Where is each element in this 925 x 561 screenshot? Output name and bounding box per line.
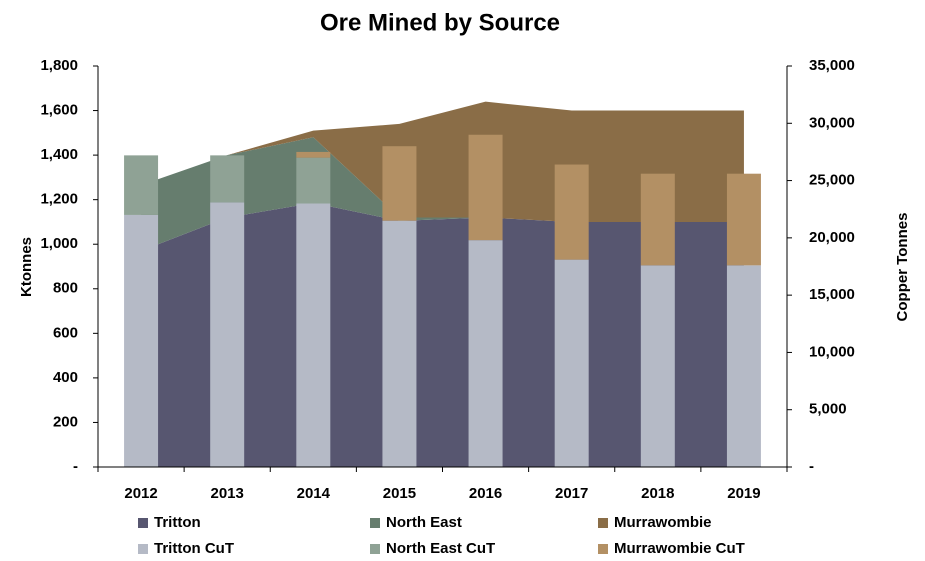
legend-swatch: [370, 544, 380, 554]
bar: [468, 134, 503, 241]
y-tick-label: 600: [53, 324, 78, 341]
y2-tick-label: 5,000: [809, 401, 847, 418]
legend-label: North East: [386, 514, 462, 531]
bar: [468, 240, 503, 467]
y2-tick-label: -: [809, 458, 814, 475]
legend-label: Murrawombie: [614, 514, 712, 531]
bar: [296, 157, 331, 204]
y2-tick-label: 30,000: [809, 114, 855, 131]
legend-swatch: [370, 518, 380, 528]
legend-label: North East CuT: [386, 540, 495, 557]
x-tick-label: 2012: [124, 485, 157, 502]
x-tick-label: 2019: [727, 485, 760, 502]
area: [141, 203, 744, 467]
y-tick-label: 800: [53, 280, 78, 297]
y-tick-label: 200: [53, 413, 78, 430]
legend-label: Tritton CuT: [154, 540, 234, 557]
y2-tick-label: 10,000: [809, 343, 855, 360]
bar: [124, 155, 159, 215]
y2-axis-label: Copper Tonnes: [894, 213, 911, 322]
y-tick-label: 1,600: [40, 102, 78, 119]
x-tick-label: 2013: [211, 485, 244, 502]
y-axis-label: Ktonnes: [18, 237, 35, 297]
x-tick-label: 2018: [641, 485, 674, 502]
legend-swatch: [138, 544, 148, 554]
bar: [210, 155, 245, 203]
bar: [640, 173, 675, 266]
y-tick-label: 1,000: [40, 235, 78, 252]
y2-tick-label: 15,000: [809, 286, 855, 303]
y-tick-label: 1,800: [40, 57, 78, 74]
x-tick-label: 2016: [469, 485, 502, 502]
bar: [726, 173, 761, 266]
chart-title: Ore Mined by Source: [320, 9, 560, 36]
bar: [124, 214, 159, 467]
bar: [296, 203, 331, 467]
y-tick-label: -: [73, 458, 78, 475]
bar: [726, 265, 761, 467]
bar: [210, 202, 245, 467]
y2-tick-label: 20,000: [809, 229, 855, 246]
legend-swatch: [598, 518, 608, 528]
y2-tick-label: 25,000: [809, 172, 855, 189]
y2-tick-label: 35,000: [809, 57, 855, 74]
bar: [382, 146, 417, 221]
y-tick-label: 1,400: [40, 146, 78, 163]
area: [141, 137, 744, 251]
area: [141, 101, 744, 222]
legend-label: Tritton: [154, 514, 201, 531]
bar: [382, 220, 417, 467]
x-tick-label: 2014: [297, 485, 331, 502]
y-tick-label: 1,200: [40, 191, 78, 208]
x-tick-label: 2017: [555, 485, 588, 502]
bar: [554, 259, 589, 467]
bar: [554, 164, 589, 260]
legend-label: Murrawombie CuT: [614, 540, 745, 557]
x-tick-label: 2015: [383, 485, 416, 502]
bar: [640, 265, 675, 467]
y-tick-label: 400: [53, 369, 78, 386]
bar: [296, 151, 331, 158]
legend-swatch: [138, 518, 148, 528]
legend-swatch: [598, 544, 608, 554]
